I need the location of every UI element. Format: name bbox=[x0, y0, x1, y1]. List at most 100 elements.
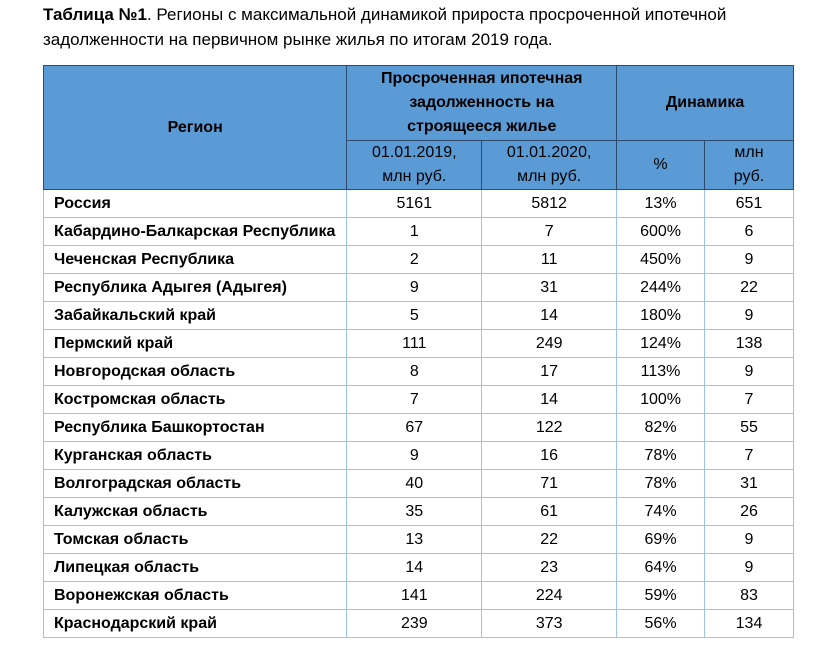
caption-label: Таблица №1 bbox=[43, 5, 147, 24]
value-cell: 83 bbox=[704, 581, 794, 610]
table-row: Республика Адыгея (Адыгея) 9 31 244% 22 bbox=[42, 273, 794, 302]
header-sub: % bbox=[616, 140, 705, 190]
header-dynamics: Динамика bbox=[616, 65, 794, 141]
value-cell: 71 bbox=[481, 469, 618, 498]
region-cell: Липецкая область bbox=[42, 553, 348, 582]
value-cell: 69% bbox=[616, 525, 705, 554]
value-cell: 651 bbox=[704, 189, 794, 218]
header-overdue: Просроченная ипотечная задолженность на … bbox=[346, 65, 618, 141]
value-cell: 134 bbox=[704, 609, 794, 638]
table-row: Волгоградская область 40 71 78% 31 bbox=[42, 469, 794, 498]
value-cell: 61 bbox=[481, 497, 618, 526]
value-cell: 9 bbox=[346, 273, 483, 302]
value-cell: 67 bbox=[346, 413, 483, 442]
region-cell: Кабардино-Балкарская Республика bbox=[42, 217, 348, 246]
value-cell: 23 bbox=[481, 553, 618, 582]
region-cell: Калужская область bbox=[42, 497, 348, 526]
table-row: Чеченская Республика 2 11 450% 9 bbox=[42, 245, 794, 274]
value-cell: 40 bbox=[346, 469, 483, 498]
value-cell: 9 bbox=[704, 553, 794, 582]
table-row: Пермский край 111 249 124% 138 bbox=[42, 329, 794, 358]
value-cell: 17 bbox=[481, 357, 618, 386]
header-sub: млн руб. bbox=[704, 140, 794, 190]
caption-text: . Регионы с максимальной динамикой приро… bbox=[43, 5, 727, 49]
table-row: Забайкальский край 5 14 180% 9 bbox=[42, 301, 794, 330]
value-cell: 7 bbox=[481, 217, 618, 246]
value-cell: 64% bbox=[616, 553, 705, 582]
region-cell: Россия bbox=[42, 189, 348, 218]
value-cell: 13% bbox=[616, 189, 705, 218]
value-cell: 8 bbox=[346, 357, 483, 386]
region-cell: Костромская область bbox=[42, 385, 348, 414]
value-cell: 9 bbox=[704, 357, 794, 386]
region-cell: Забайкальский край bbox=[42, 301, 348, 330]
value-cell: 9 bbox=[346, 441, 483, 470]
header-sub: 01.01.2020, млн руб. bbox=[481, 140, 618, 190]
table-row: Кабардино-Балкарская Республика 1 7 600% 6 bbox=[42, 217, 794, 246]
value-cell: 224 bbox=[481, 581, 618, 610]
value-cell: 7 bbox=[346, 385, 483, 414]
value-cell: 16 bbox=[481, 441, 618, 470]
value-cell: 7 bbox=[704, 441, 794, 470]
value-cell: 14 bbox=[481, 385, 618, 414]
value-cell: 2 bbox=[346, 245, 483, 274]
table-header: Регион Просроченная ипотечная задолженно… bbox=[42, 65, 794, 190]
region-cell: Воронежская область bbox=[42, 581, 348, 610]
value-cell: 5161 bbox=[346, 189, 483, 218]
region-cell: Волгоградская область bbox=[42, 469, 348, 498]
value-cell: 9 bbox=[704, 301, 794, 330]
value-cell: 22 bbox=[704, 273, 794, 302]
value-cell: 600% bbox=[616, 217, 705, 246]
table-row: Республика Башкортостан 67 122 82% 55 bbox=[42, 413, 794, 442]
value-cell: 13 bbox=[346, 525, 483, 554]
value-cell: 14 bbox=[481, 301, 618, 330]
table-row: Липецкая область 14 23 64% 9 bbox=[42, 553, 794, 582]
value-cell: 26 bbox=[704, 497, 794, 526]
value-cell: 59% bbox=[616, 581, 705, 610]
region-cell: Пермский край bbox=[42, 329, 348, 358]
value-cell: 56% bbox=[616, 609, 705, 638]
header-region: Регион bbox=[42, 65, 348, 190]
value-cell: 9 bbox=[704, 525, 794, 554]
table-row: Новгородская область 8 17 113% 9 bbox=[42, 357, 794, 386]
region-cell: Краснодарский край bbox=[42, 609, 348, 638]
region-cell: Новгородская область bbox=[42, 357, 348, 386]
table-row: Калужская область 35 61 74% 26 bbox=[42, 497, 794, 526]
region-cell: Республика Адыгея (Адыгея) bbox=[42, 273, 348, 302]
table-body: Россия 5161 5812 13% 651 Кабардино-Балкарская… bbox=[42, 189, 794, 638]
value-cell: 138 bbox=[704, 329, 794, 358]
value-cell: 111 bbox=[346, 329, 483, 358]
value-cell: 31 bbox=[704, 469, 794, 498]
table-row: Курганская область 9 16 78% 7 bbox=[42, 441, 794, 470]
value-cell: 249 bbox=[481, 329, 618, 358]
region-cell: Томская область bbox=[42, 525, 348, 554]
value-cell: 141 bbox=[346, 581, 483, 610]
value-cell: 5 bbox=[346, 301, 483, 330]
value-cell: 7 bbox=[704, 385, 794, 414]
value-cell: 1 bbox=[346, 217, 483, 246]
value-cell: 31 bbox=[481, 273, 618, 302]
value-cell: 113% bbox=[616, 357, 705, 386]
value-cell: 74% bbox=[616, 497, 705, 526]
caption: Таблица №1. Регионы с максимальной динам… bbox=[43, 2, 813, 52]
region-cell: Республика Башкортостан bbox=[42, 413, 348, 442]
value-cell: 11 bbox=[481, 245, 618, 274]
value-cell: 450% bbox=[616, 245, 705, 274]
header-sub: 01.01.2019, млн руб. bbox=[346, 140, 483, 190]
value-cell: 373 bbox=[481, 609, 618, 638]
value-cell: 6 bbox=[704, 217, 794, 246]
table-row: Краснодарский край 239 373 56% 134 bbox=[42, 609, 794, 638]
table: Регион Просроченная ипотечная задолженно… bbox=[42, 65, 794, 638]
value-cell: 100% bbox=[616, 385, 705, 414]
value-cell: 78% bbox=[616, 441, 705, 470]
value-cell: 180% bbox=[616, 301, 705, 330]
value-cell: 239 bbox=[346, 609, 483, 638]
value-cell: 14 bbox=[346, 553, 483, 582]
value-cell: 22 bbox=[481, 525, 618, 554]
value-cell: 9 bbox=[704, 245, 794, 274]
table-row: Воронежская область 141 224 59% 83 bbox=[42, 581, 794, 610]
value-cell: 35 bbox=[346, 497, 483, 526]
region-cell: Чеченская Республика bbox=[42, 245, 348, 274]
table-row: Костромская область 7 14 100% 7 bbox=[42, 385, 794, 414]
